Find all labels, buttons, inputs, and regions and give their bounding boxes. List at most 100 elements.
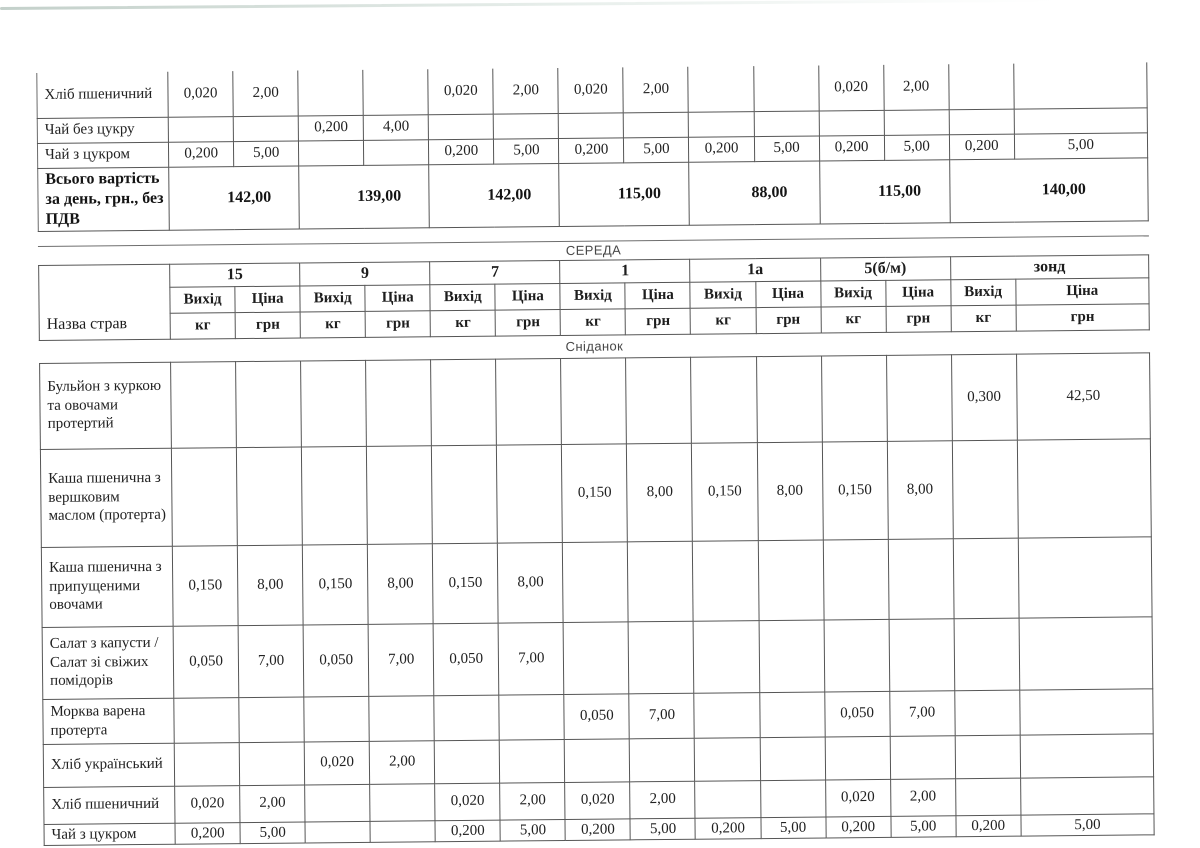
value-cell: 0,050 <box>303 623 370 697</box>
value-cell: 7,00 <box>889 690 955 736</box>
total-value-cell: 142,00 <box>168 165 300 230</box>
price-measure-header: грн <box>1015 303 1150 331</box>
value-cell: 7,00 <box>498 621 565 695</box>
output-unit-header: Вихід <box>690 281 756 308</box>
value-cell <box>694 692 760 738</box>
dish-name-cell: Хліб український <box>43 742 175 787</box>
output-measure-header: кг <box>950 304 1017 332</box>
value-cell: 5,00 <box>233 140 299 167</box>
value-cell <box>499 693 565 740</box>
value-cell <box>174 742 240 786</box>
value-cell <box>693 620 760 693</box>
value-cell <box>821 354 887 442</box>
value-cell <box>627 540 694 622</box>
dishes-column-header: Назва страв <box>38 263 171 341</box>
value-cell <box>823 618 890 692</box>
table-row: Каша пшенична з припущеними овочами 0,150… <box>41 536 1153 627</box>
total-value-cell: 115,00 <box>559 161 690 227</box>
value-cell <box>1017 438 1152 538</box>
value-cell <box>499 738 566 783</box>
value-cell: 0,200 <box>949 133 1015 160</box>
value-cell <box>434 739 500 784</box>
output-measure-header: кг <box>820 305 886 333</box>
value-cell <box>688 66 754 112</box>
value-cell: 8,00 <box>886 440 953 539</box>
dish-name-cell: Хліб пшеничний <box>36 71 169 119</box>
value-cell: 2,00 <box>630 780 696 819</box>
value-cell <box>496 443 563 543</box>
price-measure-header: грн <box>495 308 561 336</box>
output-unit-header: Вихід <box>560 282 626 309</box>
menu-sheet: Хліб пшеничний 0,020 2,00 0,020 2,00 0,020 2,0… <box>36 62 1155 846</box>
value-cell <box>759 691 825 738</box>
price-measure-header: грн <box>625 307 691 335</box>
value-cell <box>173 697 240 743</box>
value-cell <box>628 620 695 694</box>
value-cell <box>236 446 303 546</box>
value-cell <box>888 618 955 691</box>
value-cell: 0,020 <box>304 740 370 785</box>
value-cell <box>238 696 305 743</box>
totals-label-cell: Всього вартість за день, грн., без ПДВ <box>37 166 170 232</box>
value-cell <box>365 359 432 446</box>
price-unit-header: Ціна <box>365 284 431 311</box>
total-value-cell: 115,00 <box>819 159 950 224</box>
column-group-header: 1а <box>690 257 821 282</box>
value-cell <box>430 358 497 446</box>
output-unit-header: Вихід <box>169 286 236 313</box>
value-cell: 5,00 <box>890 815 956 838</box>
value-cell: 0,150 <box>821 440 888 540</box>
value-cell: 5,00 <box>1020 813 1155 837</box>
column-group-header: 7 <box>429 259 561 285</box>
total-value-cell: 88,00 <box>689 160 820 225</box>
value-cell: 0,150 <box>302 543 369 625</box>
value-cell: 0,200 <box>955 814 1021 837</box>
value-cell <box>1018 536 1153 618</box>
value-cell: 8,00 <box>497 541 564 623</box>
output-measure-header: кг <box>430 309 496 337</box>
output-unit-header: Вихід <box>430 283 496 311</box>
column-group-header: 1 <box>559 258 691 283</box>
table-row: Каша пшенична з вершковим маслом (протер… <box>40 438 1152 547</box>
value-cell: 0,020 <box>818 64 884 111</box>
price-unit-header: Ціна <box>234 285 301 313</box>
totals-row: Всього вартість за день, грн., без ПДВ 14… <box>37 157 1149 232</box>
output-measure-header: кг <box>560 308 626 335</box>
previous-day-table: Хліб пшеничний 0,020 2,00 0,020 2,00 0,020 2,0… <box>36 62 1149 232</box>
value-cell: 5,00 <box>753 135 820 162</box>
value-cell <box>239 741 305 786</box>
value-cell <box>756 355 822 443</box>
value-cell <box>1019 688 1154 735</box>
value-cell: 2,00 <box>369 740 435 784</box>
value-cell <box>625 356 692 444</box>
value-cell: 5,00 <box>1014 132 1148 159</box>
value-cell: 0,200 <box>428 138 495 165</box>
value-cell: 0,200 <box>558 137 625 164</box>
total-value-cell: 142,00 <box>428 163 560 228</box>
value-cell: 0,020 <box>167 71 234 117</box>
value-cell <box>952 537 1019 619</box>
value-cell: 2,00 <box>493 68 559 114</box>
value-cell: 2,00 <box>239 784 306 823</box>
value-cell <box>431 444 498 544</box>
value-cell <box>753 110 820 137</box>
value-cell <box>560 357 627 444</box>
value-cell: 0,050 <box>173 625 239 698</box>
value-cell <box>952 439 1019 539</box>
value-cell <box>558 112 624 139</box>
price-measure-header: грн <box>885 305 951 332</box>
value-cell: 0,020 <box>825 778 891 817</box>
value-cell: 8,00 <box>367 543 434 624</box>
value-cell: 0,200 <box>695 817 761 840</box>
value-cell: 0,200 <box>298 114 364 141</box>
value-cell <box>955 777 1021 816</box>
column-group-header: зонд <box>950 254 1149 280</box>
value-cell: 2,00 <box>623 66 689 113</box>
value-cell <box>304 783 371 822</box>
value-cell <box>760 779 826 818</box>
value-cell <box>300 359 367 447</box>
value-cell <box>695 780 761 818</box>
value-cell <box>563 621 630 694</box>
value-cell <box>303 695 370 742</box>
value-cell: 0,150 <box>432 542 499 624</box>
